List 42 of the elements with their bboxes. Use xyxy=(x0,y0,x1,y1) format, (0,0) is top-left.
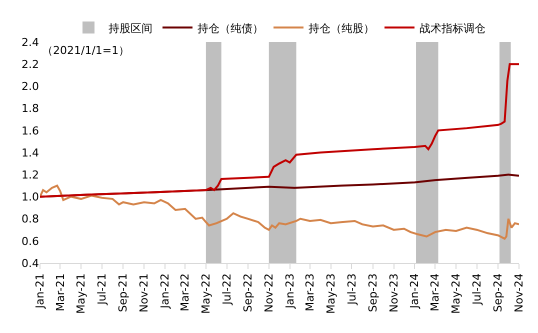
x-tick-label: Jul-22 xyxy=(220,273,234,306)
x-tick-label: Nov-23 xyxy=(387,273,400,313)
x-tick-label: Nov-21 xyxy=(138,273,151,313)
x-tick-label: Sep-21 xyxy=(116,273,130,312)
annotation: （2021/1/1=1） xyxy=(42,44,130,57)
x-tick-label: Jan-24 xyxy=(408,273,422,310)
line-series xyxy=(40,63,519,198)
x-tick-label: May-21 xyxy=(74,273,88,314)
y-tick-label: 2.0 xyxy=(22,80,39,94)
y-tick-label: 0.8 xyxy=(22,212,39,226)
y-tick-label: 1.0 xyxy=(22,190,39,204)
x-tick-label: Sep-23 xyxy=(366,273,380,312)
legend-label: 战术指标调仓 xyxy=(420,22,486,35)
y-tick-label: 1.8 xyxy=(22,102,39,116)
x-tick-label: May-23 xyxy=(324,273,338,314)
x-tick-label: Mar-23 xyxy=(304,273,317,312)
x-tick-label: Nov-24 xyxy=(512,273,526,313)
legend-label: 持仓（纯股） xyxy=(308,22,374,35)
y-tick-label: 2.2 xyxy=(22,58,39,71)
x-tick-label: Jan-23 xyxy=(283,273,296,310)
x-tick-label: Mar-21 xyxy=(54,273,67,312)
x-tick-label: Jul-24 xyxy=(470,273,484,306)
x-tick-label: Sep-22 xyxy=(242,273,255,312)
x-tick-label: May-22 xyxy=(200,273,213,314)
line-series xyxy=(40,184,519,240)
legend-label: 持股区间 xyxy=(108,22,152,35)
y-tick-label: 1.4 xyxy=(22,146,39,160)
x-tick-label: May-24 xyxy=(450,273,463,314)
y-tick-label: 2.4 xyxy=(22,36,39,49)
x-tick-label: Mar-22 xyxy=(178,273,192,312)
x-tick-label: Nov-22 xyxy=(262,273,276,313)
x-tick-label: Mar-24 xyxy=(428,273,442,312)
y-tick-label: 1.2 xyxy=(22,168,39,182)
x-tick-label: Sep-24 xyxy=(492,273,505,312)
x-tick-label: Jan-22 xyxy=(158,273,172,310)
x-tick-label: Jul-21 xyxy=(96,273,109,306)
legend-label: 持仓（纯债） xyxy=(198,22,264,35)
x-tick-label: Jul-23 xyxy=(345,273,358,306)
y-tick-label: 0.6 xyxy=(22,234,39,248)
y-tick-label: 1.6 xyxy=(22,124,39,138)
x-tick-label: Jan-21 xyxy=(34,273,47,310)
y-tick-label: 0.4 xyxy=(22,256,39,270)
